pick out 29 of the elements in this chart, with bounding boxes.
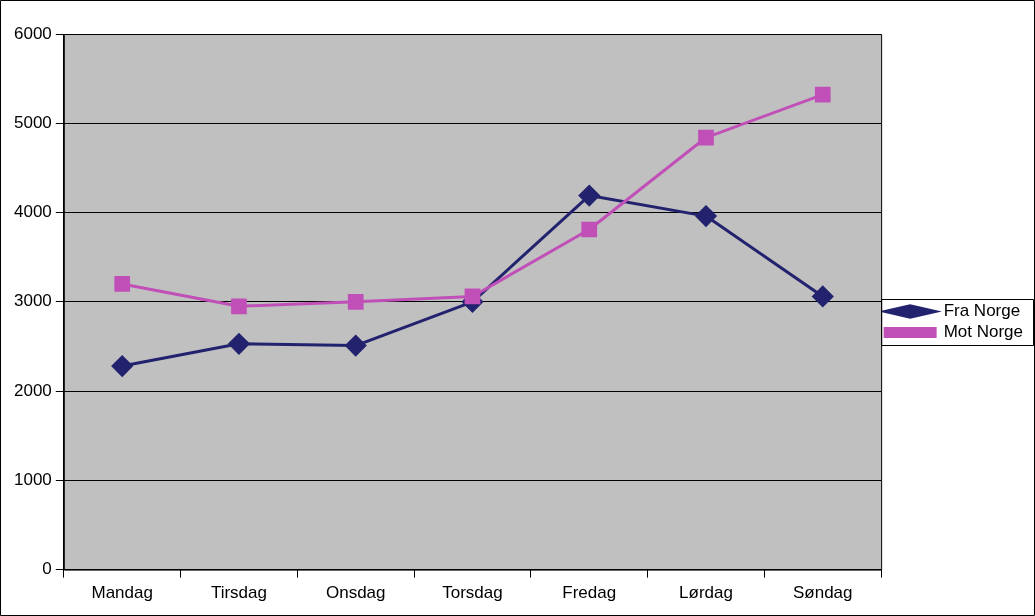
y-tick-label: 1000 — [13, 470, 52, 490]
y-tick-label: 2000 — [13, 380, 52, 400]
point — [345, 335, 367, 357]
point — [695, 205, 717, 227]
y-tick-label: 6000 — [13, 23, 52, 43]
y-tick-label: 3000 — [13, 291, 52, 311]
y-tick-label: 0 — [42, 559, 52, 579]
point — [347, 293, 364, 310]
point — [578, 185, 600, 207]
y-tick-label: 5000 — [13, 112, 52, 132]
point — [698, 129, 714, 146]
point — [812, 285, 834, 307]
legend-label: Fra Norge — [943, 301, 1021, 321]
x-tick-label: Fredag — [562, 583, 617, 603]
x-tick-label: Onsdag — [325, 583, 386, 603]
x-tick-label: Torsdag — [442, 583, 503, 603]
y-tick-label: 4000 — [13, 202, 52, 222]
point — [231, 298, 247, 315]
point — [581, 221, 598, 238]
point — [464, 288, 481, 305]
x-tick-label: Mandag — [91, 583, 153, 603]
point — [111, 355, 133, 377]
point — [114, 276, 131, 292]
x-tick-label: Lørdag — [679, 583, 733, 603]
x-tick-label: Tirsdag — [210, 583, 267, 603]
point — [814, 86, 831, 103]
legend-label: Mot Norge — [943, 322, 1024, 342]
point — [228, 333, 250, 355]
x-tick-label: Søndag — [792, 583, 853, 603]
